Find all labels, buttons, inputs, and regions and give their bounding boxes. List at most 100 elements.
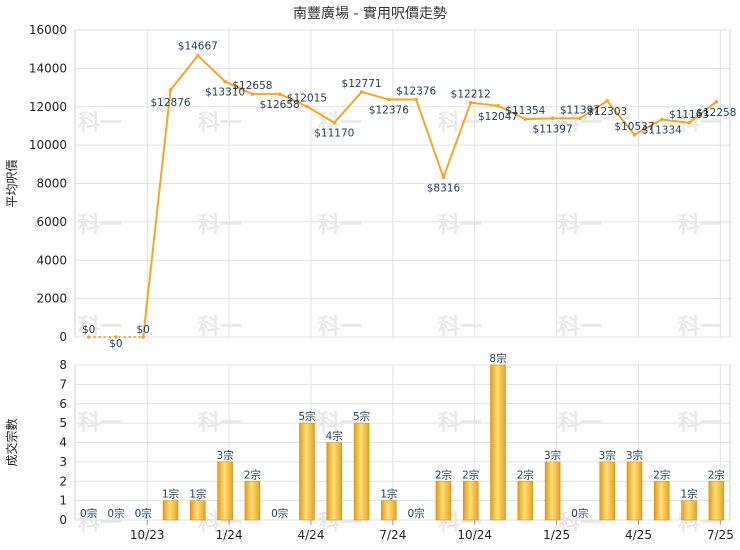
bar-data-label: 4宗 [326, 430, 343, 443]
price-point [141, 335, 146, 339]
line-y-axis-label: 平均呎價 [5, 159, 19, 207]
bar-y-tick-label: 8 [59, 358, 67, 372]
watermark-text: 科一 [678, 315, 722, 340]
bar-data-label: 3宗 [544, 449, 561, 462]
price-data-label: $14667 [178, 41, 218, 53]
transaction-bar [381, 500, 397, 521]
price-point [496, 104, 500, 108]
watermark-text: 科一 [78, 111, 122, 136]
line-y-tick-label: 4000 [36, 253, 67, 267]
x-tick-label: 1/24 [216, 528, 243, 542]
price-data-label: $12303 [587, 106, 627, 118]
transaction-bar [244, 481, 261, 521]
bar-y-axis-label: 成交宗數 [4, 418, 19, 466]
chart-title: 南豐廣場 - 實用呎價走勢 [293, 5, 447, 22]
transaction-bar [708, 481, 725, 521]
price-data-label: $11354 [505, 105, 545, 117]
price-data-label: $0 [82, 324, 95, 336]
watermark-text: 科一 [198, 111, 242, 136]
bar-y-tick-label: 6 [59, 397, 67, 411]
x-tick-label: 1/25 [543, 528, 570, 542]
bar-data-label: 0宗 [80, 507, 97, 520]
watermark-text: 科一 [438, 315, 482, 340]
watermark-text: 科一 [78, 511, 122, 536]
price-point [714, 99, 719, 104]
transaction-bar [654, 481, 670, 521]
bar-data-label: 2宗 [435, 468, 452, 481]
watermark-text: 科一 [558, 213, 602, 238]
price-point [196, 53, 200, 58]
price-data-label: $12876 [150, 97, 190, 109]
price-point [305, 104, 309, 109]
price-data-label: $13310 [205, 87, 245, 99]
transaction-bar-panel: 0 1 2 3 4 5 6 7 8 成交宗數 0宗 0宗 0宗 1宗 1宗 3宗 2宗 0宗 5宗 4宗 5宗 1宗 0宗 2… [4, 352, 734, 542]
watermark-text: 科一 [558, 111, 602, 136]
price-data-label: $12212 [451, 89, 491, 101]
watermark-text: 科一 [678, 213, 722, 238]
price-point [387, 97, 391, 102]
transaction-bar [544, 461, 561, 521]
price-point [632, 133, 637, 137]
price-data-label: $11397 [560, 104, 600, 116]
price-data-label: $12376 [396, 86, 436, 98]
transaction-bar [217, 461, 233, 521]
bar-data-label: 0宗 [571, 507, 588, 520]
transaction-bar [490, 364, 506, 521]
transaction-bar [299, 422, 315, 521]
line-y-tick-label: 12000 [29, 100, 67, 114]
bar-data-label: 0宗 [135, 507, 152, 520]
price-data-label: $12258 [696, 107, 736, 119]
bar-data-label: 3宗 [217, 449, 234, 462]
x-tick-label: 7/24 [379, 528, 406, 542]
watermark-text: 科一 [318, 315, 362, 340]
line-y-tick-label: 16000 [29, 23, 67, 37]
watermark-text: 科一 [198, 213, 242, 238]
watermark-text: 科一 [558, 315, 602, 340]
bar-data-label: 1宗 [162, 488, 179, 501]
transaction-bar [353, 422, 370, 521]
line-y-tick-label: 0 [59, 330, 67, 344]
price-point [414, 97, 418, 102]
bar-data-label: 0宗 [271, 507, 288, 520]
transaction-bar [190, 500, 206, 521]
price-data-label: $11397 [533, 123, 573, 135]
transaction-bar [162, 500, 179, 521]
transaction-bar [599, 461, 615, 521]
bar-y-tick-label: 5 [59, 416, 67, 430]
price-point [523, 117, 528, 121]
watermark-text: 科一 [558, 511, 602, 536]
transaction-bar [517, 481, 534, 521]
x-tick-label: 10/24 [457, 528, 492, 542]
line-y-tick-label: 10000 [29, 138, 67, 152]
bar-data-label: 2宗 [708, 468, 725, 481]
price-data-label: $0 [137, 324, 150, 336]
bar-data-label: 5宗 [353, 410, 370, 423]
bar-data-label: 3宗 [626, 449, 643, 462]
price-point [359, 90, 364, 94]
price-point [250, 92, 255, 96]
x-tick-label: 10/23 [130, 528, 165, 542]
bar-data-label: 1宗 [189, 488, 206, 501]
price-point [168, 88, 173, 92]
watermark-text: 科一 [78, 213, 122, 238]
bar-data-label: 2宗 [517, 468, 534, 481]
price-data-label: $11163 [669, 109, 709, 121]
price-point [578, 116, 582, 121]
x-tick-label: 7/25 [707, 528, 734, 542]
transaction-bar [462, 481, 479, 521]
bar-data-label: 0宗 [408, 507, 425, 520]
price-data-label: $12015 [287, 92, 327, 104]
price-data-label: $12658 [232, 80, 272, 92]
price-point [332, 120, 337, 125]
price-point [441, 175, 446, 180]
price-data-label: $0 [109, 338, 122, 350]
watermark-text: 科一 [198, 315, 242, 340]
bar-data-label: 2宗 [244, 468, 261, 481]
price-data-label: $12376 [369, 105, 409, 117]
price-point [86, 335, 91, 339]
price-data-label: $11170 [314, 128, 354, 140]
price-line-panel: 0 2000 4000 6000 8000 10000 12000 14000 16000 平均呎… [5, 23, 736, 350]
bar-y-tick-label: 4 [59, 436, 67, 450]
